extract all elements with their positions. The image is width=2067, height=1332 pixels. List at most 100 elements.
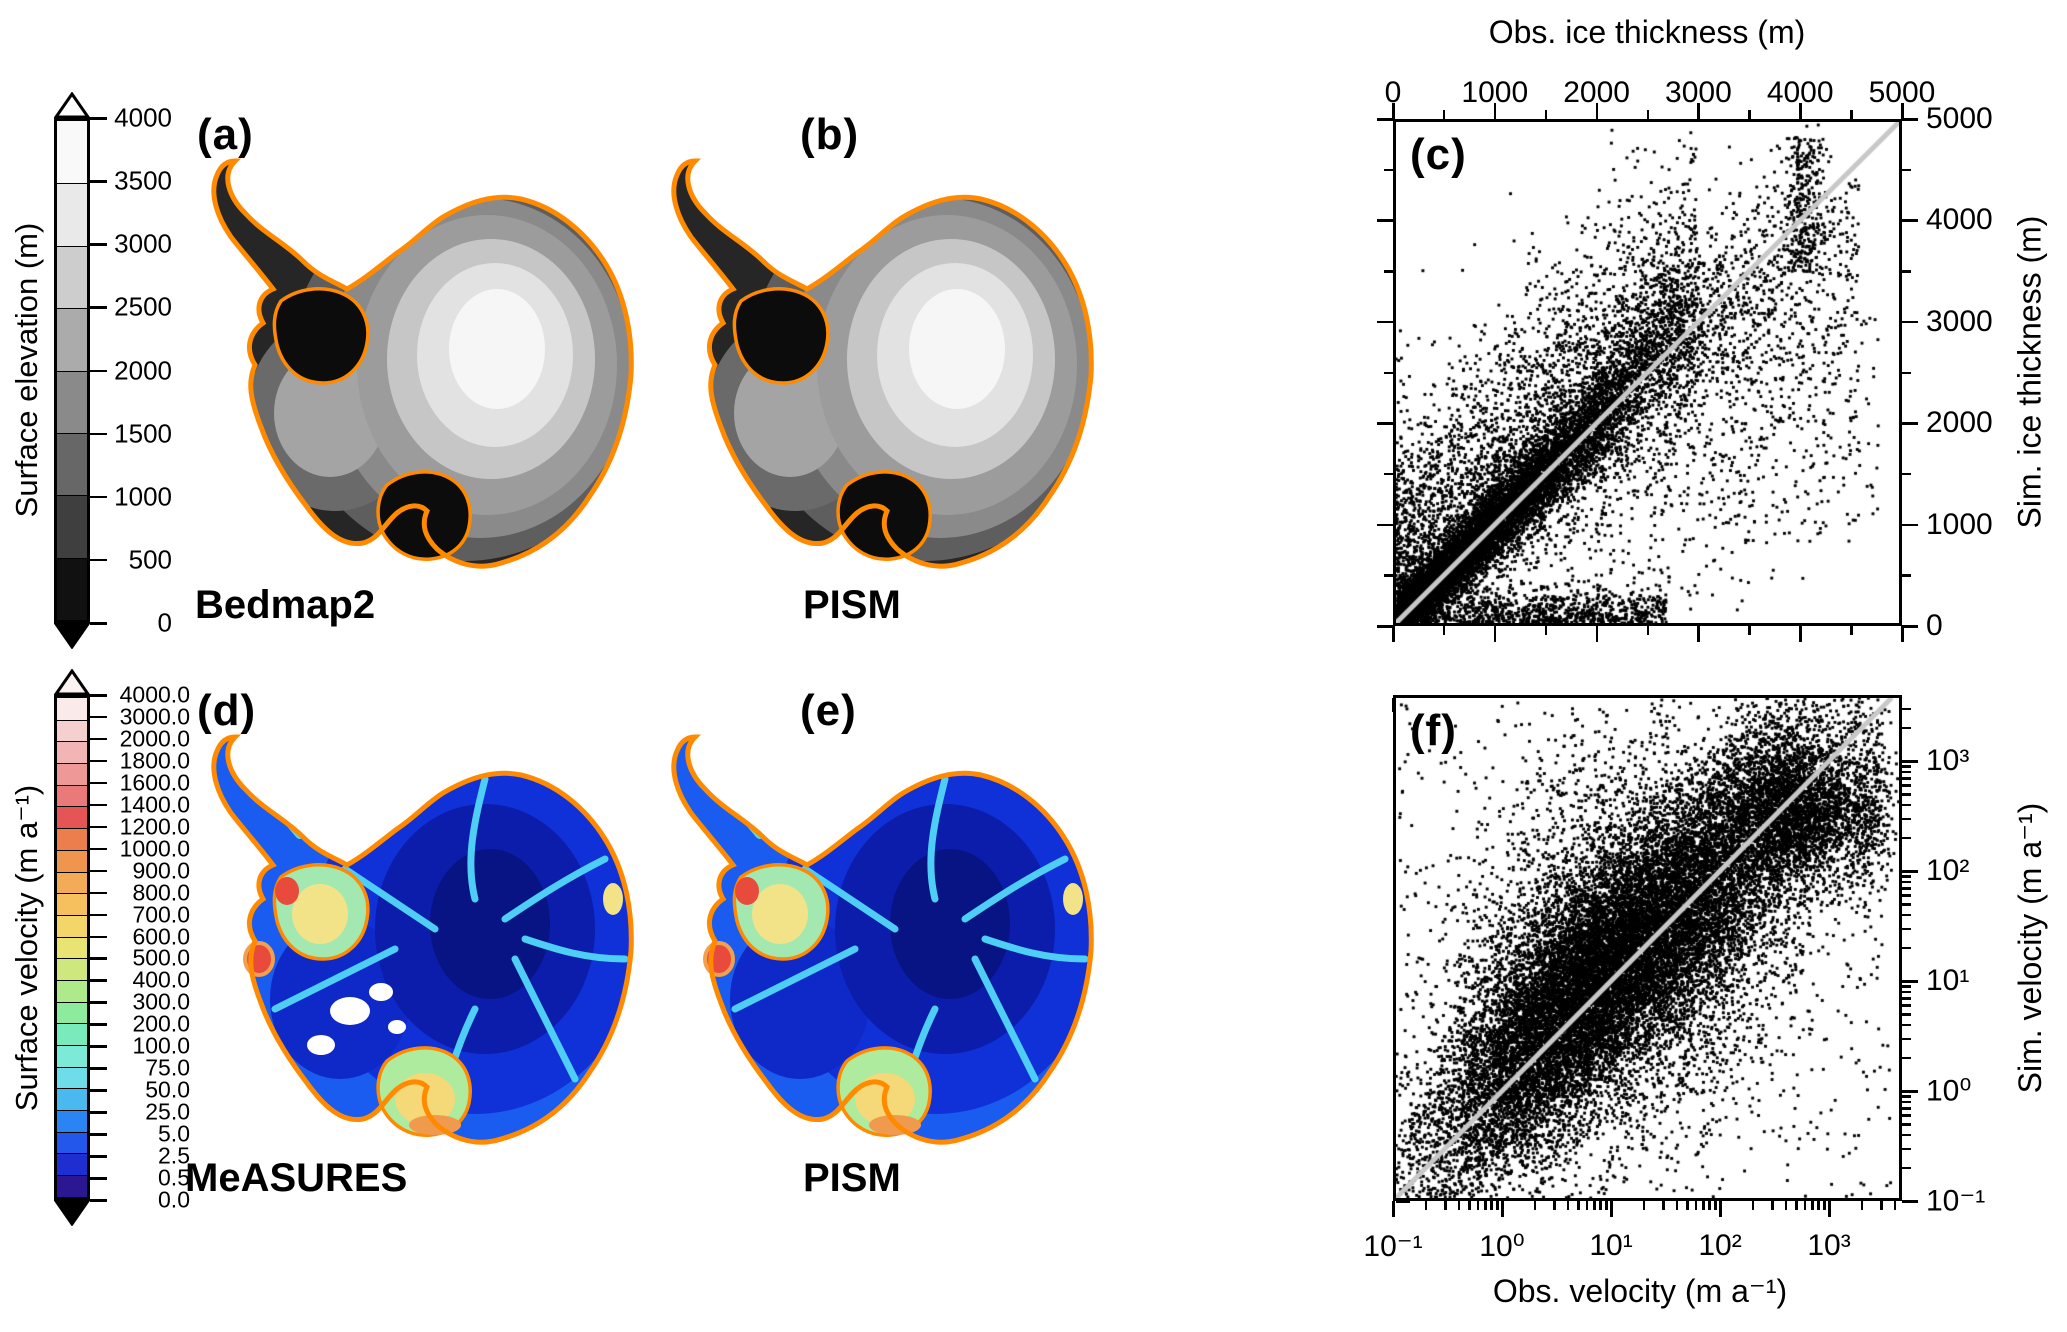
f-x-tick-bottom: [1392, 1201, 1395, 1217]
c-x-tick-top: [1595, 103, 1599, 119]
colorbar-tick-label: 1200.0: [119, 813, 190, 840]
colorbar-tick-label: 0.5: [158, 1164, 190, 1191]
colorbar-tick-label: 25.0: [145, 1098, 190, 1125]
colorbar-segment: [57, 432, 87, 496]
colorbar-tick-label: 1000: [114, 481, 172, 512]
colorbar-segment: [57, 763, 87, 785]
colorbar-tick: [90, 432, 107, 436]
colorbar-tick: [90, 306, 107, 309]
panel-c-x-axis-title: Obs. ice thickness (m): [1488, 14, 1806, 50]
f-x-tick-bottom: [1599, 1201, 1602, 1210]
f-x-tick-bottom: [1784, 1201, 1788, 1210]
colorbar-arrow-up: [54, 92, 90, 118]
f-y-tick-right: [1902, 1100, 1911, 1104]
colorbar-tick: [90, 622, 107, 625]
colorbar-segment: [57, 828, 87, 850]
colorbar-segment: [57, 979, 87, 1002]
colorbar-tick: [90, 891, 107, 895]
colorbar-tick: [90, 495, 107, 499]
f-y-tick-left: [1396, 1200, 1410, 1203]
colorbar-segment: [57, 1175, 87, 1197]
colorbar-tick: [90, 117, 107, 120]
colorbar-segment: [57, 1088, 87, 1111]
panel-e-letter: (e): [800, 686, 857, 735]
f-x-tick-bottom: [1444, 1201, 1447, 1210]
colorbar-tick-label: 50.0: [145, 1076, 190, 1103]
f-y-tick-right: [1902, 880, 1911, 884]
f-x-tick-bottom: [1610, 1201, 1613, 1217]
colorbar-segment: [57, 183, 87, 246]
f-y-tick-right: [1902, 770, 1911, 774]
colorbar-tick-label: 600.0: [132, 923, 190, 950]
colorbar-tick: [90, 694, 107, 697]
f-x-tick-bottom: [1795, 1201, 1798, 1210]
colorbar-tick-label: 2500: [114, 291, 172, 322]
f-y-tick-right: [1902, 1114, 1911, 1117]
colorbar-segment: [57, 557, 87, 620]
colorbar-segment: [57, 719, 87, 742]
colorbar-segment: [57, 1131, 87, 1154]
colorbar-segment: [57, 245, 87, 309]
f-x-tick-bottom: [1457, 1201, 1461, 1210]
antarctica-velocity-map-simulated: [595, 658, 1125, 1170]
c-y-tick-left: [1377, 219, 1393, 222]
c-y-tick-right: [1902, 219, 1918, 222]
f-y-tick-right: [1902, 1166, 1911, 1170]
colorbar-tick-label: 5.0: [158, 1120, 190, 1147]
antarctica-elevation-map-simulated: [595, 82, 1125, 594]
f-y-tick-right: [1902, 803, 1911, 807]
c-y-tick-right: [1902, 625, 1918, 628]
c-x-tick-label: 4000: [1766, 76, 1834, 109]
colorbar-tick-label: 200.0: [132, 1010, 190, 1037]
f-y-tick-right: [1902, 1095, 1911, 1098]
f-x-tick-bottom: [1501, 1201, 1504, 1217]
f-x-tick-label: 10¹: [1589, 1229, 1633, 1262]
f-y-tick-right: [1902, 903, 1911, 906]
c-y-tick-left: [1384, 371, 1393, 374]
colorbar-tick-label: 100.0: [132, 1032, 190, 1059]
panel-a-letter: (a): [197, 110, 254, 159]
c-x-tick-top: [1646, 110, 1649, 119]
f-x-tick-bottom: [1823, 1201, 1826, 1210]
c-y-tick-right: [1902, 270, 1911, 273]
c-x-tick-top: [1850, 110, 1853, 119]
f-x-tick-bottom: [1686, 1201, 1689, 1210]
f-x-tick-bottom: [1553, 1201, 1556, 1210]
f-x-tick-bottom: [1476, 1201, 1480, 1210]
colorbar-segment: [57, 741, 87, 764]
f-y-tick-right: [1902, 980, 1918, 983]
c-y-tick-right: [1902, 422, 1918, 425]
f-x-tick-bottom: [1817, 1201, 1820, 1210]
panel-c-scatter-canvas: [1396, 122, 1899, 623]
f-x-tick-bottom: [1533, 1201, 1537, 1210]
f-x-tick-bottom: [1771, 1201, 1774, 1210]
colorbar-tick: [90, 957, 107, 960]
c-y-tick-left: [1377, 422, 1393, 425]
colorbar-segment: [57, 914, 87, 937]
colorbar-segment: [57, 1023, 87, 1045]
colorbar-tick-label: 1600.0: [119, 769, 190, 796]
colorbar-arrow-down: [54, 1200, 90, 1226]
panel-b-name: PISM: [803, 583, 901, 627]
c-y-tick-right: [1902, 472, 1911, 476]
colorbar-segment: [57, 1045, 87, 1067]
f-y-tick-label: 10¹: [1926, 964, 1970, 997]
panel-b-letter: (b): [800, 110, 860, 159]
c-y-tick-label: 5000: [1926, 102, 1993, 135]
c-y-tick-left: [1377, 625, 1393, 628]
f-x-tick-bottom: [1593, 1201, 1596, 1210]
colorbar-tick: [90, 1089, 107, 1092]
f-x-tick-bottom: [1605, 1201, 1608, 1210]
c-x-tick-bottom: [1493, 626, 1497, 642]
f-y-tick-right: [1902, 1004, 1911, 1007]
colorbar-tick-label: 2000.0: [119, 725, 190, 752]
f-x-tick-label: 10⁻¹: [1363, 1230, 1423, 1263]
colorbar-segment: [57, 1110, 87, 1132]
colorbar-tick-label: 1500: [114, 418, 172, 449]
c-y-tick-right: [1902, 168, 1911, 172]
f-y-tick-right: [1902, 1123, 1911, 1126]
cbar-elev-segments: [54, 118, 90, 623]
panel-e-name: PISM: [803, 1156, 901, 1200]
c-x-tick-bottom: [1799, 626, 1802, 642]
